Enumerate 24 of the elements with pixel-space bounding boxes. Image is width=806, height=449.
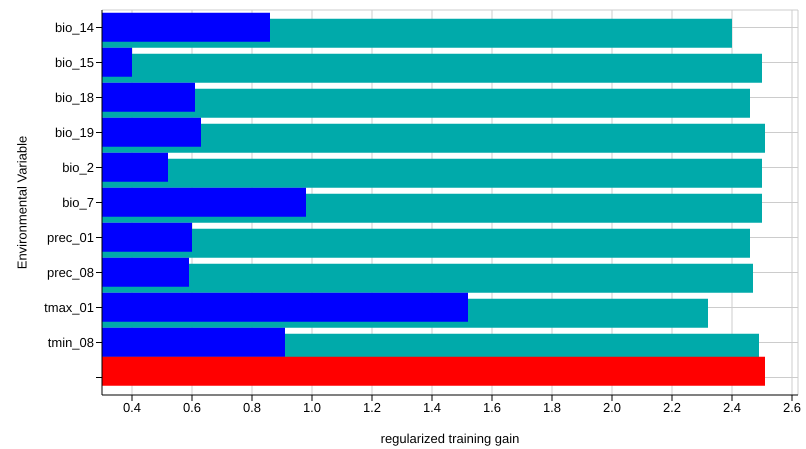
x-tick-label: 1.8 (542, 400, 562, 416)
x-tick-label: 1.0 (302, 400, 322, 416)
y-tick-label: bio_15 (54, 55, 94, 70)
x-tick-label: 2.2 (662, 400, 682, 416)
y-axis-title: Environmental Variable (14, 136, 30, 270)
y-tick-label: prec_01 (47, 230, 94, 246)
x-tick-label: 2.4 (722, 400, 742, 416)
y-tick-label: prec_08 (47, 265, 94, 280)
y-tick-label: bio_18 (54, 90, 94, 106)
x-tick-label: 2.0 (602, 400, 622, 416)
y-tick-label: tmin_08 (48, 335, 94, 350)
x-tick-label: 1.6 (482, 400, 502, 416)
y-tick-label: bio_14 (54, 20, 94, 36)
x-tick-label: 0.6 (182, 400, 202, 416)
y-tick-label: bio_19 (54, 125, 94, 140)
y-tick-label: bio_7 (62, 195, 94, 210)
x-tick-label: 0.4 (122, 400, 142, 416)
y-tick-label: tmax_01 (44, 300, 94, 316)
x-tick-label: 1.2 (362, 400, 382, 416)
x-tick-label: 0.8 (242, 400, 262, 416)
y-tick-label: bio_2 (62, 160, 94, 176)
x-tick-label: 2.6 (782, 400, 802, 416)
x-tick-label: 1.4 (422, 400, 442, 416)
x-axis-title: regularized training gain (380, 431, 520, 446)
